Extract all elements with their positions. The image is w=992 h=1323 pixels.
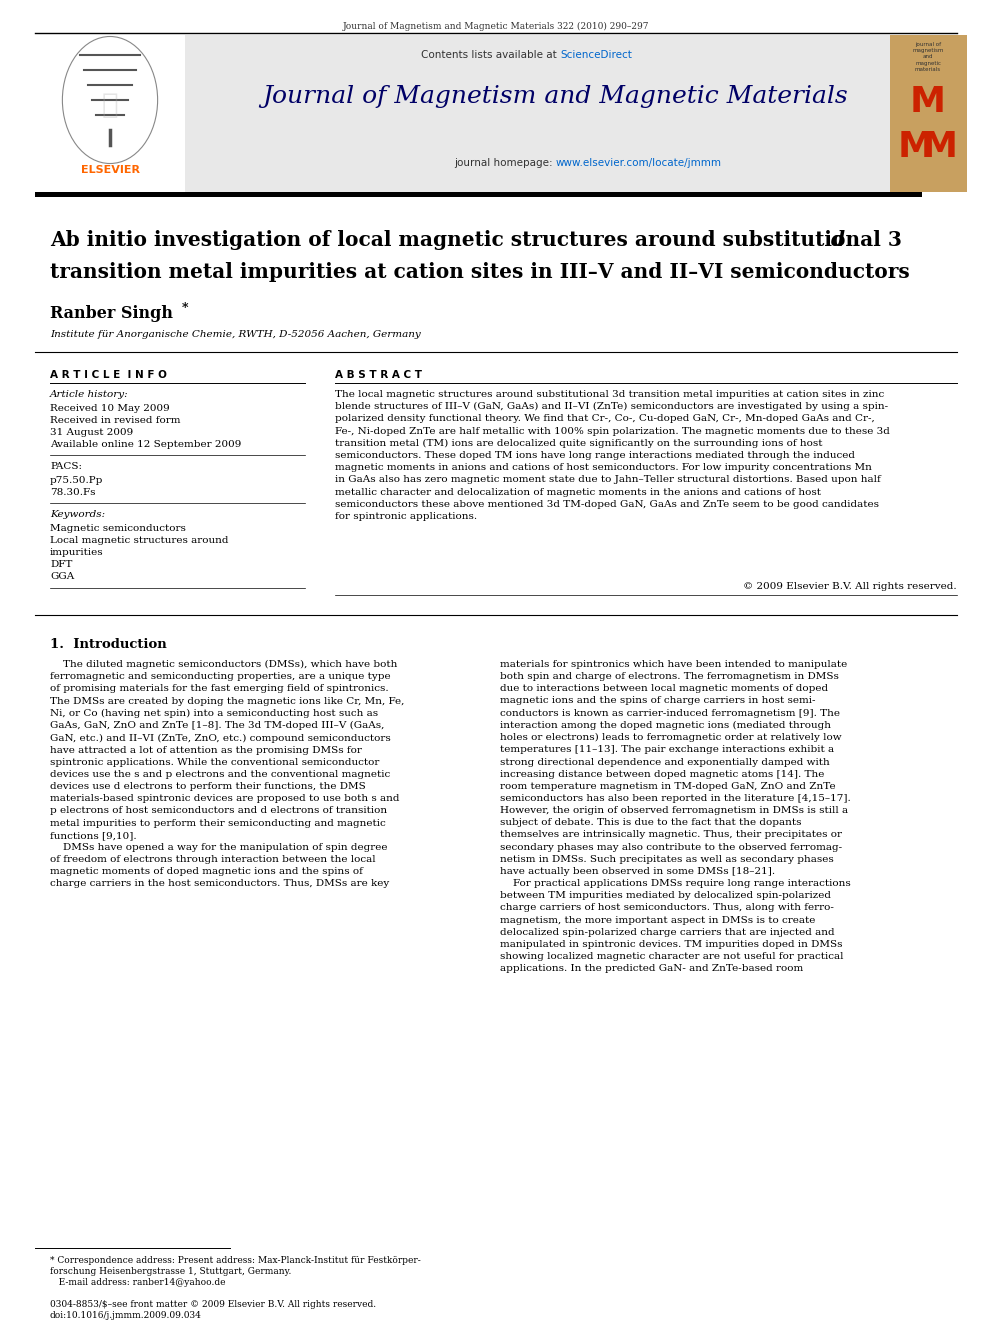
Text: 31 August 2009: 31 August 2009 <box>50 429 133 437</box>
Text: A B S T R A C T: A B S T R A C T <box>335 370 422 380</box>
Text: Keywords:: Keywords: <box>50 509 105 519</box>
Text: Received in revised form: Received in revised form <box>50 415 181 425</box>
Text: ScienceDirect: ScienceDirect <box>560 50 632 60</box>
Text: Local magnetic structures around: Local magnetic structures around <box>50 536 228 545</box>
Text: © 2009 Elsevier B.V. All rights reserved.: © 2009 Elsevier B.V. All rights reserved… <box>743 582 957 591</box>
Text: DFT: DFT <box>50 560 72 569</box>
Text: impurities: impurities <box>50 548 103 557</box>
Bar <box>890 34 967 192</box>
Text: d: d <box>831 230 845 250</box>
Text: M: M <box>910 85 946 119</box>
Text: forschung Heisenbergstrasse 1, Stuttgart, Germany.: forschung Heisenbergstrasse 1, Stuttgart… <box>50 1267 292 1275</box>
Text: The diluted magnetic semiconductors (DMSs), which have both
ferromagnetic and se: The diluted magnetic semiconductors (DMS… <box>50 660 405 888</box>
Text: The local magnetic structures around substitutional 3d transition metal impuriti: The local magnetic structures around sub… <box>335 390 890 521</box>
Text: ⬛: ⬛ <box>102 91 118 119</box>
Text: GGA: GGA <box>50 572 74 581</box>
Text: Article history:: Article history: <box>50 390 129 400</box>
Text: Institute für Anorganische Chemie, RWTH, D-52056 Aachen, Germany: Institute für Anorganische Chemie, RWTH,… <box>50 329 421 339</box>
Text: doi:10.1016/j.jmmm.2009.09.034: doi:10.1016/j.jmmm.2009.09.034 <box>50 1311 202 1320</box>
Text: Contents lists available at: Contents lists available at <box>421 50 560 60</box>
Text: journal of
magnetism
and
magnetic
materials: journal of magnetism and magnetic materi… <box>913 42 943 71</box>
Text: E-mail address: ranber14@yahoo.de: E-mail address: ranber14@yahoo.de <box>50 1278 225 1287</box>
Text: materials for spintronics which have been intended to manipulate
both spin and c: materials for spintronics which have bee… <box>500 660 851 974</box>
Text: Magnetic semiconductors: Magnetic semiconductors <box>50 524 186 533</box>
Text: journal homepage:: journal homepage: <box>454 157 556 168</box>
Text: transition metal impurities at cation sites in III–V and II–VI semiconductors: transition metal impurities at cation si… <box>50 262 910 282</box>
Text: Available online 12 September 2009: Available online 12 September 2009 <box>50 441 241 448</box>
Text: Journal of Magnetism and Magnetic Materials: Journal of Magnetism and Magnetic Materi… <box>262 85 848 108</box>
Bar <box>35 34 185 192</box>
Text: Ab initio investigation of local magnetic structures around substitutional 3: Ab initio investigation of local magneti… <box>50 230 902 250</box>
Text: A R T I C L E  I N F O: A R T I C L E I N F O <box>50 370 167 380</box>
Text: *: * <box>182 302 188 315</box>
Text: 1.  Introduction: 1. Introduction <box>50 638 167 651</box>
Text: PACS:: PACS: <box>50 462 82 471</box>
Text: Ranber Singh: Ranber Singh <box>50 306 179 321</box>
Text: Received 10 May 2009: Received 10 May 2009 <box>50 404 170 413</box>
Text: 78.30.Fs: 78.30.Fs <box>50 488 95 497</box>
Text: M: M <box>922 130 958 164</box>
Text: 0304-8853/$–see front matter © 2009 Elsevier B.V. All rights reserved.: 0304-8853/$–see front matter © 2009 Else… <box>50 1301 376 1308</box>
Text: M: M <box>898 130 934 164</box>
Bar <box>35 34 920 192</box>
Text: p75.50.Pp: p75.50.Pp <box>50 476 103 486</box>
Text: * Correspondence address: Present address: Max-Planck-Institut für Festkörper-: * Correspondence address: Present addres… <box>50 1256 421 1265</box>
Text: ELSEVIER: ELSEVIER <box>80 165 140 175</box>
Text: www.elsevier.com/locate/jmmm: www.elsevier.com/locate/jmmm <box>556 157 722 168</box>
Bar <box>35 192 922 197</box>
Text: Journal of Magnetism and Magnetic Materials 322 (2010) 290–297: Journal of Magnetism and Magnetic Materi… <box>343 22 649 32</box>
